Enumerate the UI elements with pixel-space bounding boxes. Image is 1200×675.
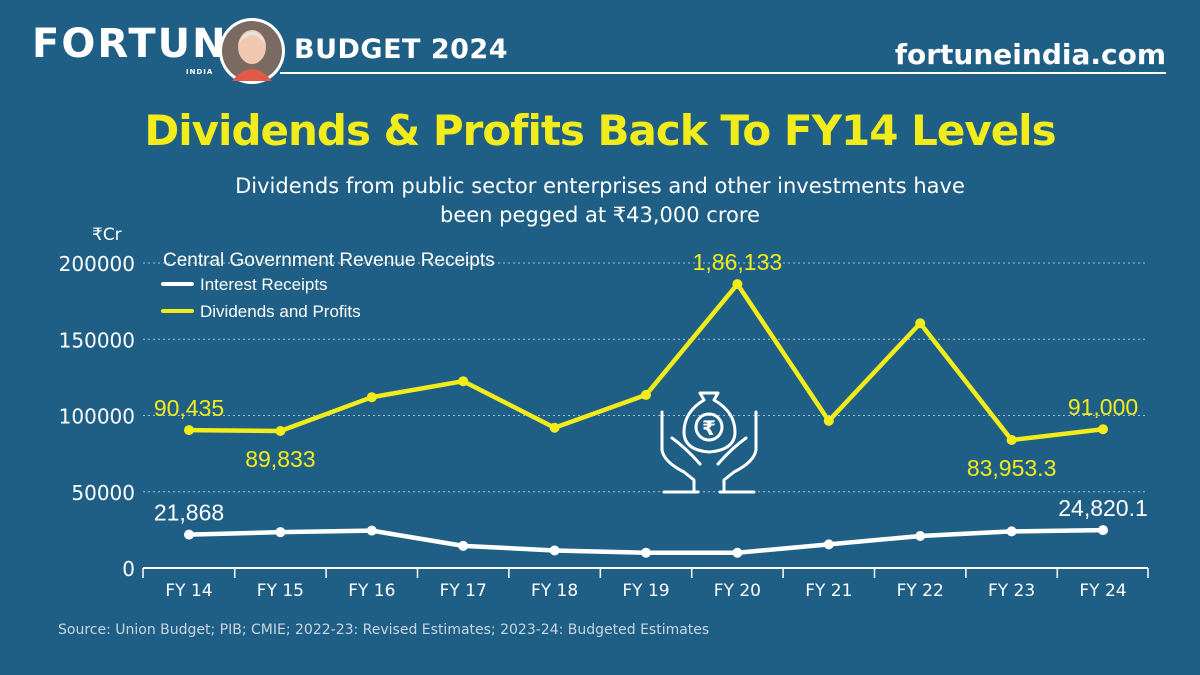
data-point xyxy=(915,318,926,329)
data-label: 24,820.1 xyxy=(1058,495,1148,521)
data-point xyxy=(641,547,651,558)
data-point xyxy=(366,525,377,536)
data-point xyxy=(275,527,286,538)
x-tick-label: FY 17 xyxy=(440,581,487,601)
data-point xyxy=(366,392,377,403)
header-rule xyxy=(280,72,1166,74)
data-point xyxy=(549,545,560,556)
y-tick-label: 150000 xyxy=(59,328,135,352)
data-point xyxy=(1098,424,1108,435)
data-point xyxy=(184,529,194,540)
series xyxy=(184,279,1108,558)
fortune-logo-sub: INDIA xyxy=(186,68,214,76)
data-point xyxy=(823,415,834,426)
y-axis-unit: ₹Cr xyxy=(92,225,122,245)
svg-text:₹: ₹ xyxy=(702,416,716,440)
y-tick-label: 0 xyxy=(122,557,135,581)
data-point xyxy=(275,426,286,437)
data-label: 83,953.3 xyxy=(967,455,1057,481)
data-point xyxy=(1006,434,1017,445)
portrait-icon xyxy=(219,18,285,84)
x-tick-label: FY 14 xyxy=(165,581,212,601)
budget-badge: BUDGET 2024 xyxy=(294,34,508,65)
source-note: Source: Union Budget; PIB; CMIE; 2022-23… xyxy=(58,622,710,638)
data-point xyxy=(1006,526,1017,537)
y-tick-label: 200000 xyxy=(59,252,135,276)
x-tick-label: FY 19 xyxy=(622,581,669,601)
legend-title: Central Government Revenue Receipts xyxy=(163,250,495,271)
chart-title: Dividends & Profits Back To FY14 Levels xyxy=(144,106,1056,155)
hands-money-bag-icon: ₹ xyxy=(660,391,758,494)
x-tick-label: FY 16 xyxy=(348,581,395,601)
x-tick-label: FY 15 xyxy=(257,581,304,601)
data-point xyxy=(641,389,651,400)
data-label: 1,86,133 xyxy=(693,249,783,275)
data-label: 91,000 xyxy=(1068,394,1138,420)
data-point xyxy=(184,425,194,436)
legend: Central Government Revenue Receipts Inter… xyxy=(161,250,495,321)
legend-entry: Dividends and Profits xyxy=(200,302,361,321)
data-point xyxy=(458,376,469,387)
axes: ₹Cr 0 50000 100000 150000 200000 FY 14 FY 15 FY … xyxy=(59,225,1149,601)
data-label: 89,833 xyxy=(245,446,315,472)
data-point xyxy=(549,422,560,433)
data-point xyxy=(823,539,834,550)
data-point xyxy=(915,530,926,541)
chart-subtitle: Dividends from public sector enterprises… xyxy=(150,172,1050,230)
fortune-logo: FORTUNE xyxy=(32,21,257,67)
subtitle-line-2: been pegged at ₹43,000 crore xyxy=(440,203,760,227)
subtitle-line-1: Dividends from public sector enterprises… xyxy=(235,174,965,198)
x-tick-label: FY 23 xyxy=(988,581,1035,601)
data-point xyxy=(732,547,743,558)
data-label: 90,435 xyxy=(154,395,224,421)
data-point xyxy=(732,279,743,290)
x-tick-label: FY 21 xyxy=(805,581,852,601)
y-tick-label: 50000 xyxy=(71,481,135,505)
y-tick-label: 100000 xyxy=(59,405,135,429)
x-tick-label: FY 22 xyxy=(897,581,944,601)
x-tick-label: FY 24 xyxy=(1079,581,1126,601)
data-labels: 90,435 89,833 1,86,133 83,953.3 91,000 21,868… xyxy=(154,249,1148,526)
x-tick-label: FY 18 xyxy=(531,581,578,601)
legend-entry: Interest Receipts xyxy=(200,275,328,294)
data-label: 21,868 xyxy=(154,500,224,526)
data-point xyxy=(1098,525,1108,536)
x-tick-label: FY 20 xyxy=(714,581,761,601)
data-point xyxy=(458,540,469,551)
site-url[interactable]: fortuneindia.com xyxy=(894,38,1166,71)
